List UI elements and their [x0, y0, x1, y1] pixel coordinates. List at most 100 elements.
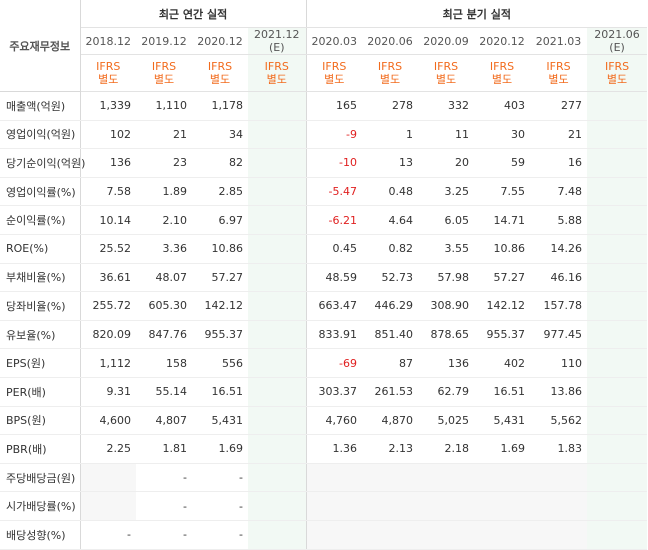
value-cell: 2.18: [418, 434, 475, 464]
value-cell: 3.36: [136, 234, 192, 264]
value-cell: -5.47: [306, 176, 363, 207]
value-cell: 23: [136, 148, 192, 178]
table-body: 매출액(억원) 1,339 1,110 1,178 165 278 332 403 277 영업이…: [0, 91, 648, 550]
value-cell: [248, 291, 307, 321]
table-row: 유보율(%) 820.09 847.76 955.37 833.91 851.40 878.…: [0, 320, 648, 350]
value-cell: 5,562: [530, 406, 588, 436]
table-row: EPS(원) 1,112 158 556 -69 87 136 402 110: [0, 348, 648, 378]
value-cell: [362, 491, 419, 521]
separate-basis-label: 별도: [435, 73, 457, 86]
value-cell: [587, 520, 648, 550]
value-cell: 142.12: [192, 291, 248, 321]
row-label: 시가배당률(%): [0, 491, 81, 521]
value-cell: [306, 491, 363, 521]
value-cell: -: [80, 520, 136, 550]
value-cell: 11: [418, 120, 475, 150]
value-cell: 977.45: [530, 320, 588, 350]
period-header: 2019.12: [136, 27, 192, 55]
value-cell: [306, 520, 363, 550]
value-cell: [587, 320, 648, 350]
value-cell: 833.91: [306, 320, 363, 350]
row-label: 당기순이익(억원): [0, 148, 85, 178]
value-cell: 14.26: [530, 234, 588, 264]
value-cell: 955.37: [474, 320, 531, 350]
value-cell: 0.48: [362, 176, 419, 207]
ifrs-label: IFRS: [604, 60, 630, 73]
value-cell: 3.25: [418, 176, 475, 207]
value-cell: 308.90: [418, 291, 475, 321]
value-cell: [248, 176, 307, 207]
value-cell: [248, 462, 307, 493]
value-cell: 1.69: [192, 434, 248, 464]
row-label: 유보율(%): [0, 320, 81, 350]
value-cell: 556: [192, 348, 248, 378]
row-label: PER(배): [0, 377, 81, 407]
value-cell: 820.09: [80, 320, 136, 350]
ifrs-label: IFRS: [264, 60, 289, 73]
row-label: 매출액(억원): [0, 91, 81, 121]
ifrs-basis-label: IFRS 별도: [418, 54, 475, 92]
value-cell: [587, 406, 648, 436]
value-cell: [362, 520, 419, 550]
value-cell: 13: [362, 148, 419, 178]
value-cell: 57.27: [474, 262, 531, 293]
value-cell: [587, 176, 648, 207]
value-cell: [248, 262, 307, 293]
period-header-row: 2018.12 2019.12 2020.12 2021.12 (E) 2020.03 2…: [0, 27, 648, 55]
table-row: 당좌비율(%) 255.72 605.30 142.12 663.47 446.29 308…: [0, 291, 648, 321]
ifrs-basis-label: IFRS 별도: [80, 54, 136, 92]
value-cell: 57.98: [418, 262, 475, 293]
value-cell: 4,870: [362, 406, 419, 436]
period-header: 2018.12: [80, 27, 136, 55]
value-cell: 5.88: [530, 205, 588, 235]
table-row: 순이익률(%) 10.14 2.10 6.97 -6.21 4.64 6.05 14.71 5.…: [0, 205, 648, 235]
value-cell: 1: [362, 120, 419, 150]
row-label: 순이익률(%): [0, 205, 81, 235]
value-cell: 4,807: [136, 406, 192, 436]
value-cell: [248, 348, 307, 378]
value-cell: 46.16: [530, 262, 588, 293]
annual-group-header: 최근 연간 실적: [80, 0, 307, 28]
value-cell: 158: [136, 348, 192, 378]
value-cell: 4.64: [362, 205, 419, 235]
value-cell: [248, 406, 307, 436]
value-cell: [587, 291, 648, 321]
value-cell: 10.86: [192, 234, 248, 264]
ifrs-basis-label: IFRS 별도: [362, 54, 419, 92]
value-cell: 2.10: [136, 205, 192, 235]
ifrs-basis-label: IFRS 별도: [136, 54, 192, 92]
row-label: EPS(원): [0, 348, 81, 378]
value-cell: 1,112: [80, 348, 136, 378]
value-cell: [418, 520, 475, 550]
value-cell: 402: [474, 348, 531, 378]
value-cell: 955.37: [192, 320, 248, 350]
value-cell: 82: [192, 148, 248, 178]
separate-basis-label: 별도: [548, 73, 569, 86]
value-cell: 30: [474, 120, 531, 150]
value-cell: [362, 462, 419, 493]
value-cell: [587, 205, 648, 235]
value-cell: 52.73: [362, 262, 419, 293]
period-header: 2020.12: [192, 27, 248, 55]
value-cell: 102: [80, 120, 136, 150]
value-cell: 2.13: [362, 434, 419, 464]
value-cell: 55.14: [136, 377, 192, 407]
value-cell: 165: [306, 91, 363, 121]
ifrs-basis-label: IFRS 별도: [587, 54, 648, 92]
value-cell: [474, 520, 531, 550]
ifrs-basis-label: IFRS 별도: [474, 54, 531, 92]
value-cell: [248, 234, 307, 264]
table-row: PBR(배) 2.25 1.81 1.69 1.36 2.13 2.18 1.69 1.83: [0, 434, 648, 464]
value-cell: 255.72: [80, 291, 136, 321]
value-cell: [248, 491, 307, 521]
value-cell: 0.45: [306, 234, 363, 264]
value-cell: [248, 91, 307, 121]
value-cell: 16.51: [474, 377, 531, 407]
value-cell: [587, 377, 648, 407]
value-cell: [306, 462, 363, 493]
period-header: 2020.09: [418, 27, 475, 55]
value-cell: -: [136, 462, 192, 493]
value-cell: 59: [474, 148, 531, 178]
ifrs-label: IFRS: [489, 60, 515, 73]
value-cell: [587, 348, 648, 378]
